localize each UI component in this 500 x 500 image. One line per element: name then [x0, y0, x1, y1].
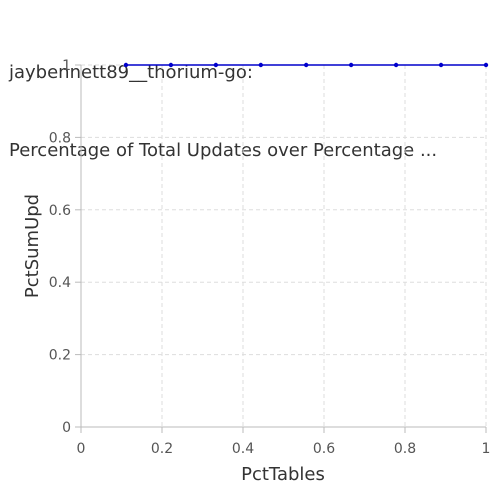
axes: [80, 65, 486, 428]
x-tick-label: 1: [482, 441, 491, 457]
data-point: [123, 62, 129, 68]
tick-labels: 0 0.2 0.4 0.6 0.8 1 0 0.2 0.4 0.6 0.8 1: [49, 58, 491, 457]
chart-title-line-1: jaybennett89__thorium-go:: [9, 62, 253, 83]
x-tick-label: 0.6: [313, 441, 335, 457]
series: [123, 62, 489, 68]
x-tick-label: 0.2: [151, 441, 173, 457]
x-tick-label: 0: [77, 441, 86, 457]
data-point: [258, 62, 264, 68]
data-point: [348, 62, 354, 68]
chart-title-line-2: Percentage of Total Updates over Percent…: [9, 140, 438, 161]
y-tick-label: 0.6: [49, 203, 71, 219]
grid: [81, 64, 487, 427]
data-point: [438, 62, 444, 68]
chart-title: jaybennett89__thorium-go: Percentage of …: [9, 8, 437, 190]
y-tick-label: 0.8: [49, 130, 71, 146]
y-axis-label: PctSumUpd: [22, 194, 43, 298]
x-axis-label: PctTables: [241, 464, 325, 485]
x-tick-label: 0.8: [394, 441, 416, 457]
y-tick-label: 0.2: [49, 348, 71, 364]
data-point: [393, 62, 399, 68]
data-point: [483, 62, 489, 68]
y-tick-label: 0.4: [49, 275, 71, 291]
data-point: [303, 62, 309, 68]
data-point: [213, 62, 219, 68]
y-tick-label: 0: [62, 420, 71, 436]
y-tick-label: 1: [62, 58, 71, 74]
x-tick-label: 0.4: [232, 441, 254, 457]
data-point: [168, 62, 174, 68]
